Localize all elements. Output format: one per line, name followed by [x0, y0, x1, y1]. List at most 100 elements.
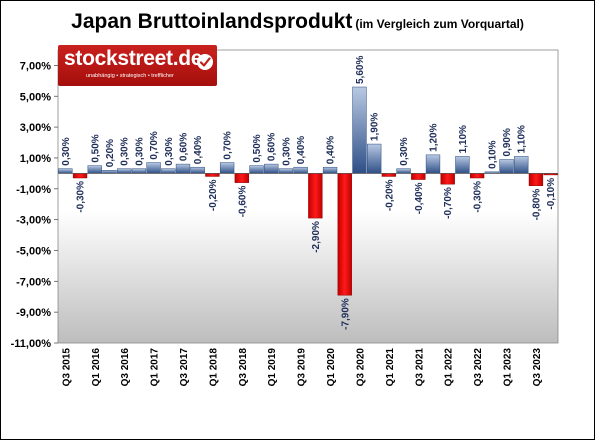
data-label: 0,60%	[179, 133, 190, 161]
x-tick-label: Q3 2016	[120, 348, 131, 387]
bar-q1-2020	[322, 166, 338, 174]
data-label: 0,10%	[487, 140, 498, 168]
data-label: 1,10%	[458, 125, 469, 153]
y-tick-label: -1,00%	[16, 184, 51, 196]
data-label: 0,40%	[326, 136, 337, 164]
y-tick-label: -7,00%	[16, 276, 51, 288]
bar-q3-2019	[293, 166, 308, 174]
y-tick-label: -9,00%	[16, 307, 51, 319]
chart-subtitle: (im Vergleich zum Vorquartal)	[355, 17, 524, 31]
y-tick-label: 7,00%	[20, 60, 51, 72]
bar-q2-2021	[396, 168, 411, 174]
data-label: 0,30%	[120, 137, 131, 165]
x-tick-label: Q3 2018	[238, 348, 249, 387]
data-label: 0,40%	[296, 136, 307, 164]
bars-group	[58, 86, 558, 296]
data-label: 0,40%	[193, 136, 204, 164]
x-tick-label: Q1 2023	[503, 348, 514, 387]
data-label: 0,30%	[164, 137, 175, 165]
data-label: 0,30%	[281, 137, 292, 165]
bar-q2-2023	[514, 156, 529, 174]
data-label: -2,90%	[311, 221, 322, 253]
y-tick-label: 1,00%	[20, 153, 51, 165]
x-tick-label: Q1 2020	[326, 348, 337, 387]
bar-q4-2021	[425, 154, 441, 174]
logo-tagline: unabhängig • strategisch • trefflicher	[86, 73, 174, 79]
data-label: -0,20%	[208, 179, 219, 211]
bar-q3-2022	[469, 173, 485, 179]
bar-q2-2019	[278, 168, 294, 174]
data-label: -0,80%	[531, 189, 542, 221]
x-tick-label: Q3 2017	[179, 348, 190, 387]
data-label: 0,70%	[223, 131, 234, 159]
data-label: -0,10%	[546, 178, 557, 210]
bar-q2-2016	[102, 170, 117, 174]
x-tick-label: Q1 2019	[267, 348, 278, 387]
bar-q3-2021	[411, 173, 426, 180]
bar-q4-2017	[190, 166, 205, 174]
bar-q1-2019	[264, 163, 279, 174]
bar-q2-2018	[219, 162, 235, 174]
data-labels-group: 0,30%-0,30%0,50% 0,20% 0,30% 0,30% 0,70% 0,30…	[61, 56, 557, 330]
x-axis: Q3 2015 Q1 2016 Q3 2016 Q1 2017 Q3 2017 Q1 20…	[61, 348, 543, 387]
x-tick-label: Q3 2022	[473, 348, 484, 387]
bar-q3-2016	[117, 168, 132, 174]
data-label: 0,30%	[399, 137, 410, 165]
bar-q1-2018	[205, 173, 220, 177]
y-tick-label: -5,00%	[16, 245, 51, 257]
bar-q2-2020	[337, 173, 352, 296]
bar-q4-2015	[72, 173, 88, 179]
chart-title: Japan Bruttoinlandsprodukt	[71, 10, 353, 33]
y-tick-label: 3,00%	[20, 122, 51, 134]
bar-q1-2023	[499, 159, 514, 174]
x-tick-label: Q3 2023	[532, 348, 543, 387]
bar-q4-2020	[367, 143, 382, 174]
x-tick-label: Q1 2022	[444, 348, 455, 387]
data-label: -0,30%	[473, 181, 484, 213]
data-label: 0,20%	[105, 139, 116, 167]
bar-q1-2017	[146, 162, 161, 174]
bar-q3-2023	[528, 173, 544, 186]
x-tick-label: Q3 2015	[61, 348, 72, 387]
x-tick-label: Q1 2016	[91, 348, 102, 387]
stockstreet-logo: stockstreet.de unabhängig • strategisch …	[58, 45, 217, 86]
bar-q3-2015	[58, 168, 73, 174]
bar-q3-2017	[175, 163, 191, 174]
data-label: -0,70%	[443, 187, 454, 219]
data-label: 1,10%	[517, 125, 528, 153]
bar-q1-2016	[87, 165, 102, 174]
x-tick-label: Q3 2020	[355, 348, 366, 387]
data-label: 0,70%	[149, 131, 160, 159]
data-label: 5,60%	[355, 56, 366, 84]
data-label: 1,20%	[429, 123, 440, 151]
y-axis: 7,00% 5,00% 3,00% 1,00% -1,00% -3,00% -5,00% -7…	[11, 60, 58, 350]
bar-q3-2020	[352, 86, 367, 174]
bar-q2-2017	[161, 168, 176, 174]
y-tick-label: -3,00%	[16, 215, 51, 227]
data-label: -7,90%	[340, 298, 351, 330]
logo-name: stockstreet.de	[64, 47, 203, 70]
data-label: -0,20%	[384, 179, 395, 211]
data-label: 0,30%	[61, 137, 72, 165]
data-label: 0,30%	[134, 137, 145, 165]
bar-q4-2016	[131, 168, 147, 174]
data-label: 0,50%	[90, 134, 101, 162]
data-label: 0,60%	[267, 133, 278, 161]
x-tick-label: Q1 2021	[385, 348, 396, 387]
y-tick-label: -11,00%	[11, 338, 52, 350]
data-label: 0,90%	[502, 128, 513, 156]
data-label: 1,90%	[370, 113, 381, 141]
data-label: -0,30%	[76, 181, 87, 213]
title-row: Japan Bruttoinlandsprodukt (im Vergleich …	[0, 10, 595, 34]
data-label: -0,60%	[237, 186, 248, 218]
y-tick-label: 5,00%	[20, 91, 51, 103]
x-tick-label: Q3 2021	[414, 348, 425, 387]
x-tick-label: Q1 2017	[150, 348, 161, 387]
bar-q2-2022	[455, 156, 470, 174]
plot-area	[57, 49, 559, 344]
data-label: -0,40%	[414, 182, 425, 214]
bar-q4-2019	[308, 173, 323, 219]
bar-q1-2022	[440, 173, 455, 185]
bar-q3-2018	[234, 173, 249, 183]
